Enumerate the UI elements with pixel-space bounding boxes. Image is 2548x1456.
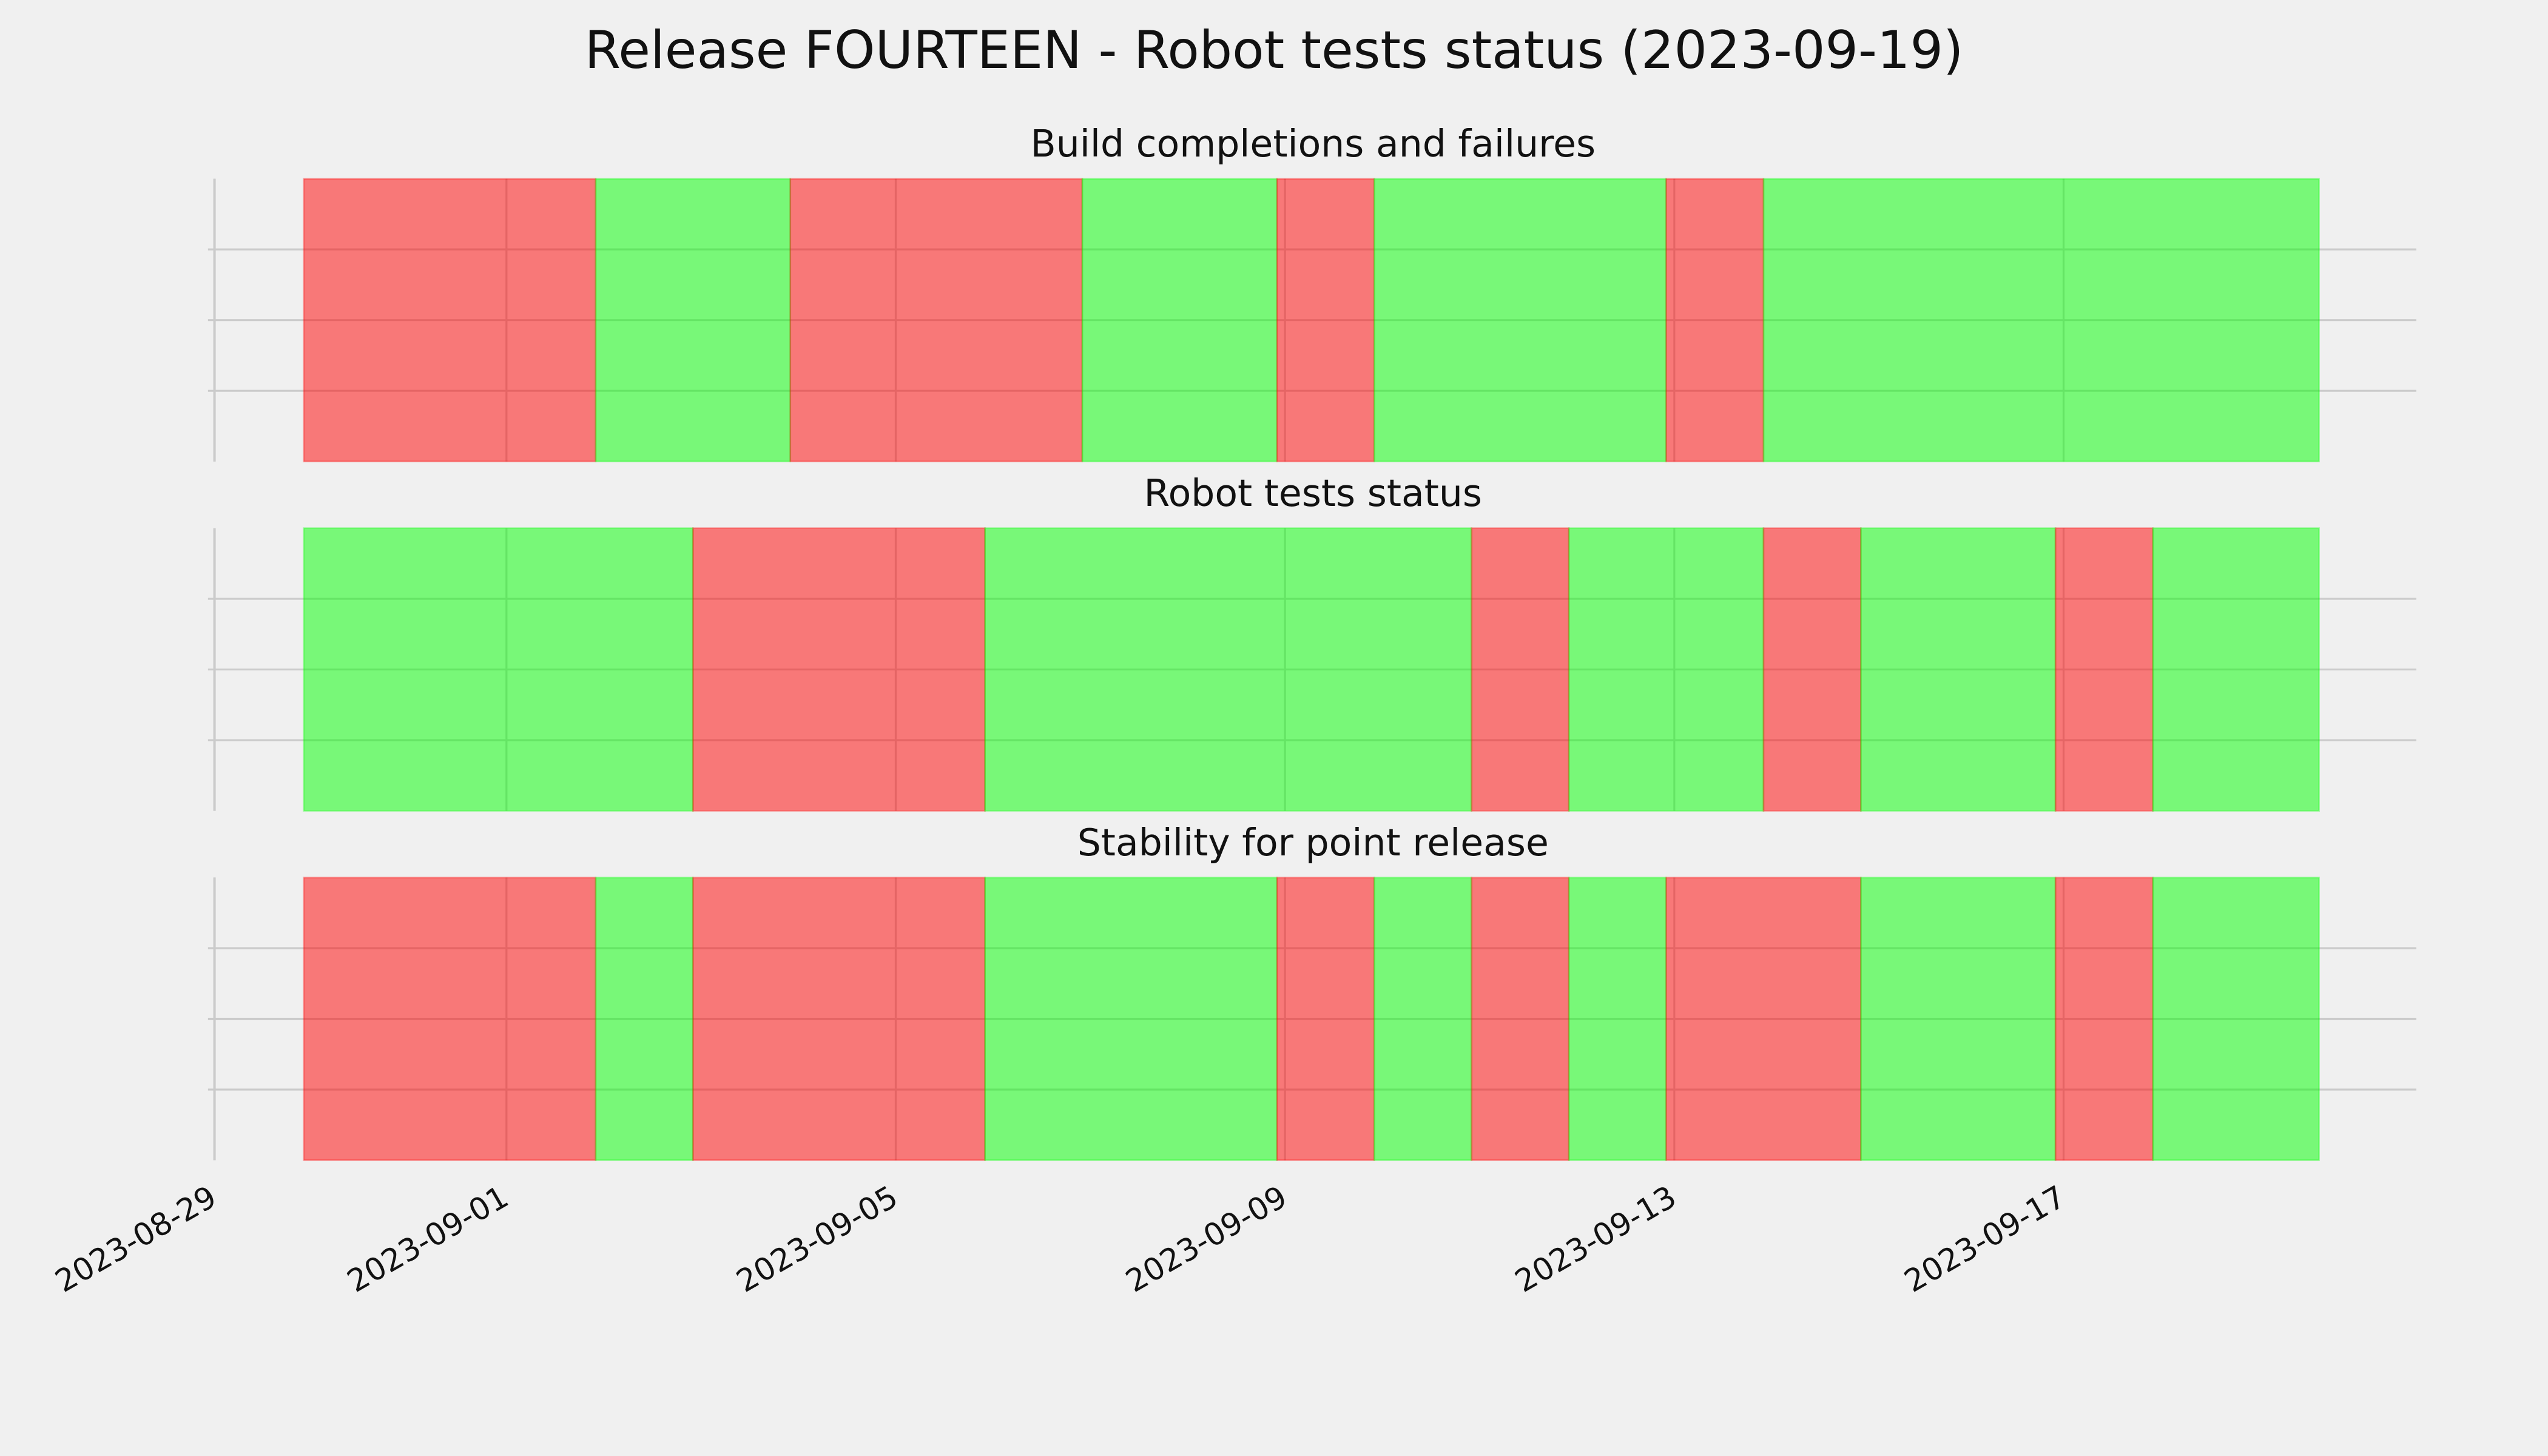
- status-span: [789, 178, 1084, 463]
- status-span: [1859, 527, 2057, 812]
- panel-title: Stability for point release: [1077, 821, 1549, 864]
- status-span: [984, 877, 1278, 1161]
- status-span: [595, 178, 792, 463]
- status-span: [1081, 178, 1278, 463]
- status-span: [595, 877, 694, 1161]
- status-span: [1762, 527, 1862, 812]
- status-span: [2152, 877, 2320, 1161]
- status-span: [2054, 527, 2154, 812]
- panel-title: Robot tests status: [1144, 471, 1482, 515]
- panel-title: Build completions and failures: [1030, 122, 1596, 166]
- status-span: [1471, 527, 1570, 812]
- status-span: [2152, 527, 2320, 812]
- status-span: [303, 877, 597, 1161]
- status-span: [984, 527, 1472, 812]
- chart-title: Release FOURTEEN - Robot tests status (2…: [585, 20, 1964, 81]
- status-span: [1762, 178, 2320, 463]
- status-span: [2054, 877, 2154, 1161]
- status-span: [1373, 178, 1667, 463]
- status-span: [692, 877, 986, 1161]
- status-span: [1276, 178, 1375, 463]
- status-span: [1276, 877, 1375, 1161]
- status-span: [1568, 877, 1667, 1161]
- status-span: [1665, 877, 1862, 1161]
- status-span: [1859, 877, 2057, 1161]
- status-span: [1568, 527, 1765, 812]
- status-span: [1665, 178, 1765, 463]
- status-span: [1471, 877, 1570, 1161]
- status-span: [303, 178, 597, 463]
- status-span: [692, 527, 986, 812]
- status-span: [1373, 877, 1472, 1161]
- status-span: [303, 527, 694, 812]
